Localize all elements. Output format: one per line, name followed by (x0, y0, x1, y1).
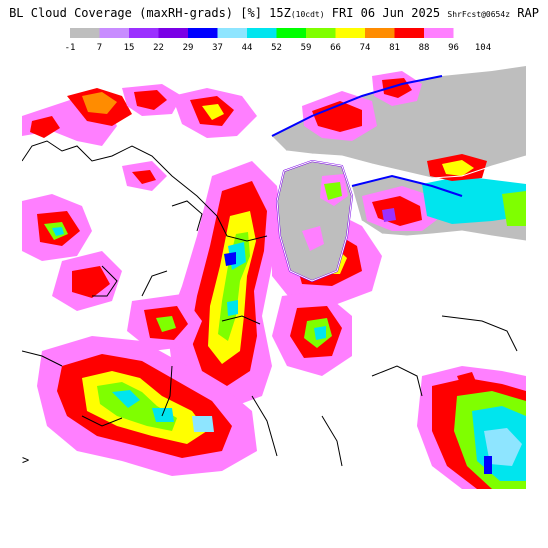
legend-swatch (365, 28, 395, 38)
legend-swatch (394, 28, 424, 38)
title-local-time: (10cdt) (290, 10, 325, 19)
cloud-field-northwest (22, 84, 257, 311)
map-title: BL Cloud Coverage (maxRH-grads) [%] 15Z(… (0, 6, 548, 20)
legend-swatch (276, 28, 306, 38)
legend-tick-label: 7 (97, 43, 102, 53)
legend-tick-label: 66 (330, 43, 341, 53)
legend-swatch (424, 28, 454, 38)
legend-tick-labels: -1 7 15 22 29 37 44 52 59 66 74 81 88 96 104 (65, 43, 492, 53)
cloud-field-lakes (302, 71, 526, 251)
title-main: BL Cloud Coverage (maxRH-grads) [%] 15Z (9, 6, 291, 20)
boundary-lines (22, 140, 518, 467)
legend-swatch (70, 28, 100, 38)
legend-tick-label: 59 (301, 43, 312, 53)
legend-swatch (129, 28, 159, 38)
legend-swatch (188, 28, 218, 38)
legend-swatch (99, 28, 129, 38)
legend-swatches (70, 28, 454, 38)
lake-superior (272, 66, 526, 178)
legend-swatch (247, 28, 277, 38)
legend-swatch (217, 28, 247, 38)
title-forecast-time: ShrFcst@0654z (447, 10, 511, 19)
edge-marker: > (22, 453, 29, 467)
legend-tick-label: 81 (389, 43, 400, 53)
legend-swatch (158, 28, 188, 38)
title-model: RAP (517, 6, 539, 20)
legend-swatch (335, 28, 365, 38)
legend-tick-label: 74 (360, 43, 371, 53)
cloud-field-southeast (417, 366, 526, 489)
cloud-field-southwest (37, 294, 257, 476)
color-legend: -1 7 15 22 29 37 44 52 59 66 74 81 88 96 104 (65, 28, 492, 53)
legend-tick-label: 29 (183, 43, 194, 53)
lake-shorelines (276, 150, 526, 282)
legend-tick-label: -1 (65, 43, 76, 53)
legend-tick-label: 44 (242, 43, 253, 53)
cloud-coverage-map: > (22, 66, 526, 489)
legend-tick-label: 104 (475, 43, 491, 53)
legend-tick-label: 37 (212, 43, 223, 53)
legend-tick-label: 15 (124, 43, 135, 53)
title-date: FRI 06 Jun 2025 (331, 6, 441, 20)
legend-tick-label: 96 (448, 43, 459, 53)
legend-swatch (306, 28, 336, 38)
legend-tick-label: 88 (419, 43, 430, 53)
legend-tick-label: 52 (271, 43, 282, 53)
legend-tick-label: 22 (153, 43, 164, 53)
